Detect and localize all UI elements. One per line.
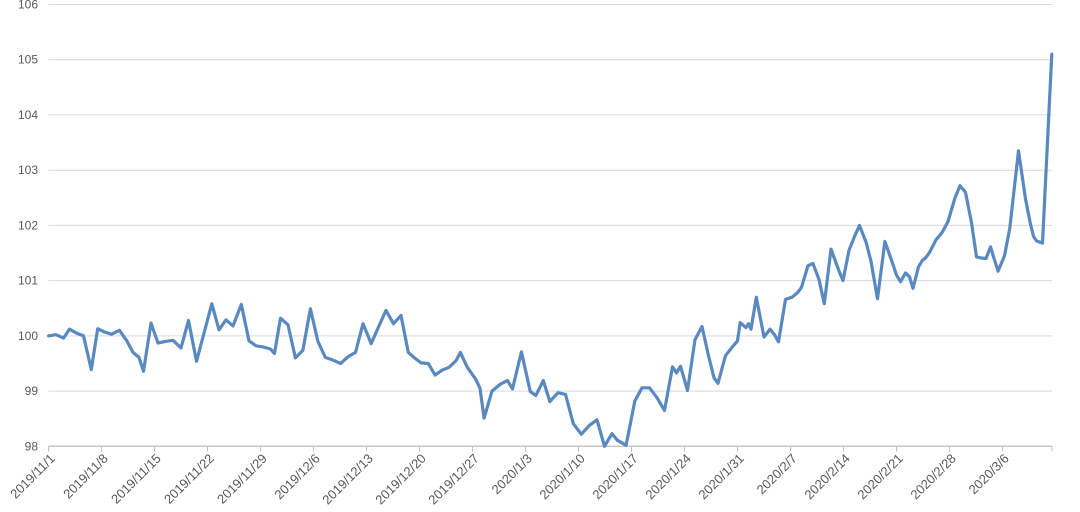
svg-text:98: 98 [25, 439, 39, 453]
svg-text:104: 104 [18, 108, 38, 122]
svg-text:101: 101 [18, 274, 38, 288]
svg-text:106: 106 [18, 0, 38, 12]
svg-text:100: 100 [18, 329, 38, 343]
svg-text:105: 105 [18, 53, 38, 67]
svg-text:103: 103 [18, 163, 38, 177]
svg-text:102: 102 [18, 218, 38, 232]
svg-text:99: 99 [25, 384, 39, 398]
